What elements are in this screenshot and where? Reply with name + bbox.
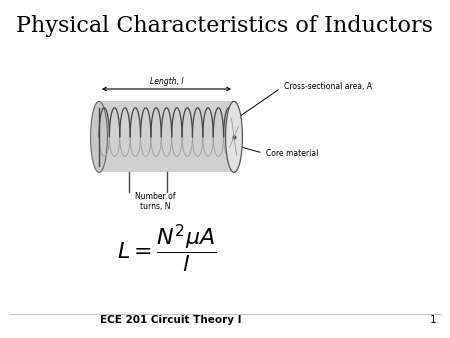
- Text: Core material: Core material: [239, 146, 318, 158]
- Text: Length, l: Length, l: [150, 77, 183, 86]
- Text: Cross-sectional area, A: Cross-sectional area, A: [240, 82, 372, 116]
- Ellipse shape: [225, 101, 243, 172]
- FancyBboxPatch shape: [99, 101, 234, 172]
- Text: $L = \dfrac{N^2\mu A}{l}$: $L = \dfrac{N^2\mu A}{l}$: [117, 222, 216, 274]
- Text: ECE 201 Circuit Theory I: ECE 201 Circuit Theory I: [100, 315, 242, 325]
- Ellipse shape: [90, 101, 108, 172]
- Text: Physical Characteristics of Inductors: Physical Characteristics of Inductors: [17, 15, 433, 37]
- Text: 1: 1: [430, 315, 436, 325]
- Text: Number of
turns, N: Number of turns, N: [135, 192, 176, 211]
